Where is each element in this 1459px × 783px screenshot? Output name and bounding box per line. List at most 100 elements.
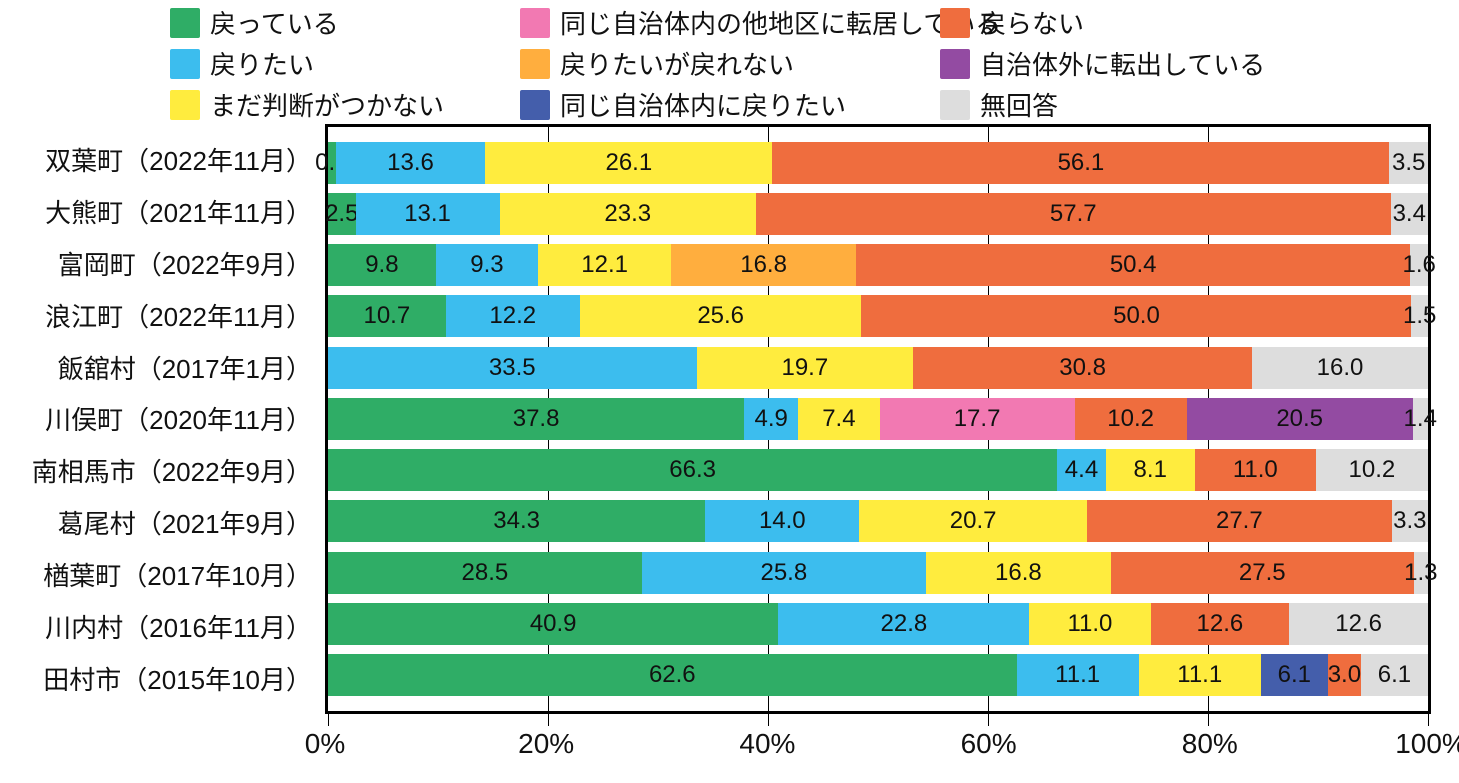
bar-segment-want_cant: 16.8 [671,244,856,286]
bar-row: 9.8 9.3 12.1 16.8 50.4 1.6 [328,240,1428,291]
bar-segment-undecided: 7.4 [798,398,879,440]
bar-segment-undecided: 12.1 [538,244,671,286]
bar-segment-value: 6.1 [1278,654,1311,696]
bar-segment-undecided: 23.3 [500,193,756,235]
bar-segment-value: 12.2 [489,295,536,337]
bar-segment-value: 50.0 [1113,295,1160,337]
ylabel: 双葉町（2022年11月） [0,134,320,186]
bar: 34.3 14.0 20.7 27.7 3.3 [328,500,1428,542]
bar-segment-value: 3.5 [1392,142,1425,184]
bar-segment-value: 3.4 [1393,193,1426,235]
bar-segment-value: 3.3 [1393,500,1426,542]
bar: 40.922.811.012.612.6 [328,603,1428,645]
bar-segment-value: 16.8 [995,552,1042,594]
bar-row: 40.922.811.012.612.6 [328,598,1428,649]
bar-segment-value: 22.8 [881,603,928,645]
bar-segment-not_return: 12.6 [1151,603,1290,645]
bar-row: 62.611.111.16.13.06.1 [328,650,1428,701]
bar-segment-not_return: 56.1 [772,142,1389,184]
bar-segment-value: 1.6 [1402,244,1435,286]
legend-swatch-want_in_muni [520,90,550,120]
bar-segment-not_return: 50.0 [861,295,1411,337]
bar-segment-value: 9.8 [365,244,398,286]
plot-area: 0.713.626.156.13.52.513.123.357.73.49.89… [325,124,1431,714]
bar-segment-value: 11.0 [1233,449,1278,491]
xlabel: 0% [305,728,345,760]
bar: 33.519.730.816.0 [328,347,1428,389]
bar-segment-undecided: 16.8 [926,552,1111,594]
bar-segment-value: 10.7 [363,295,410,337]
legend-swatch-want_cant [520,49,550,79]
bar-segment-no_answer: 1.4 [1413,398,1428,440]
bar-row: 0.713.626.156.13.5 [328,137,1428,188]
legend-swatch-no_answer [940,90,970,120]
bar-segment-value: 27.5 [1239,552,1286,594]
bar-segment-value: 12.1 [581,244,628,286]
bar-segment-value: 25.8 [760,552,807,594]
x-tick [1428,714,1429,726]
bar-segment-value: 34.3 [493,500,540,542]
bar-segment-value: 50.4 [1110,244,1157,286]
bar-segment-no_answer: 3.5 [1389,142,1428,184]
bar-segment-returned: 9.8 [328,244,436,286]
bar-segment-value: 1.5 [1403,295,1436,337]
bar-segment-value: 23.3 [604,193,651,235]
x-tick [1208,714,1209,726]
xlabel: 20% [518,728,574,760]
bar: 0.713.626.156.13.5 [328,142,1428,184]
bar-segment-want_return: 13.1 [356,193,500,235]
legend-item-returned: 戻っている [170,4,520,41]
legend-swatch-not_return [940,8,970,38]
ylabel: 田村市（2015年10月） [0,652,320,704]
bar-row: 34.3 14.0 20.7 27.7 3.3 [328,496,1428,547]
legend-swatch-undecided [170,90,200,120]
bar-segment-not_return: 50.4 [856,244,1410,286]
bar-segment-returned: 28.5 [328,552,642,594]
bar-segment-value: 1.3 [1404,552,1437,594]
legend-label: まだ判断がつかない [210,86,444,123]
bar-segment-want_return: 12.2 [446,295,580,337]
bar-segment-undecided: 11.0 [1029,603,1150,645]
bar-segment-value: 14.0 [759,500,806,542]
bar-row: 10.712.225.650.01.5 [328,291,1428,342]
bar: 2.513.123.357.73.4 [328,193,1428,235]
ylabel: 楢葉町（2017年10月） [0,549,320,601]
bar-segment-value: 13.6 [387,142,434,184]
legend-label: 戻っている [210,4,339,41]
bar-segment-returned: 37.8 [328,398,744,440]
legend-swatch-moved_out_muni [940,49,970,79]
bar-segment-want_return: 14.0 [705,500,859,542]
bar-segment-value: 30.8 [1059,347,1106,389]
bar-segment-value: 12.6 [1335,603,1382,645]
y-axis-labels: 双葉町（2022年11月）大熊町（2021年11月）富岡町（2022年9月）浪江… [0,124,320,714]
bar-segment-returned: 2.5 [328,193,356,235]
bar-segment-value: 4.4 [1065,449,1098,491]
ylabel: 大熊町（2021年11月） [0,186,320,238]
bar-segment-no_answer: 3.4 [1391,193,1428,235]
xlabel: 40% [739,728,795,760]
legend-label: 戻りたいが戻れない [560,45,794,82]
bar-segment-undecided: 20.7 [859,500,1087,542]
legend-swatch-moved_in_muni [520,8,550,38]
bar-row: 37.84.97.417.710.220.51.4 [328,393,1428,444]
bar-segment-want_return: 4.9 [744,398,798,440]
bar-row: 33.519.730.816.0 [328,342,1428,393]
bar-segment-value: 7.4 [822,398,855,440]
bar: 28.5 25.8 16.8 27.5 1.3 [328,552,1428,594]
bar-segment-no_answer: 1.3 [1414,552,1428,594]
bar-segment-value: 20.5 [1276,398,1323,440]
bar-segment-value: 25.6 [697,295,744,337]
legend-item-want_return: 戻りたい [170,45,520,82]
legend-swatch-want_return [170,49,200,79]
bar-segment-want_return: 4.4 [1057,449,1105,491]
bar-segment-not_return: 30.8 [913,347,1252,389]
legend-item-moved_out_muni: 自治体外に転出している [940,45,1320,82]
bar-segment-no_answer: 1.6 [1410,244,1428,286]
bar-segment-value: 56.1 [1058,142,1105,184]
bar-segment-value: 11.0 [1067,603,1112,645]
bar-segment-want_return: 9.3 [436,244,538,286]
bar-segment-value: 27.7 [1216,500,1263,542]
bar-segment-value: 3.0 [1328,654,1361,696]
bar-segment-value: 10.2 [1107,398,1154,440]
bar-segment-not_return: 11.0 [1195,449,1316,491]
